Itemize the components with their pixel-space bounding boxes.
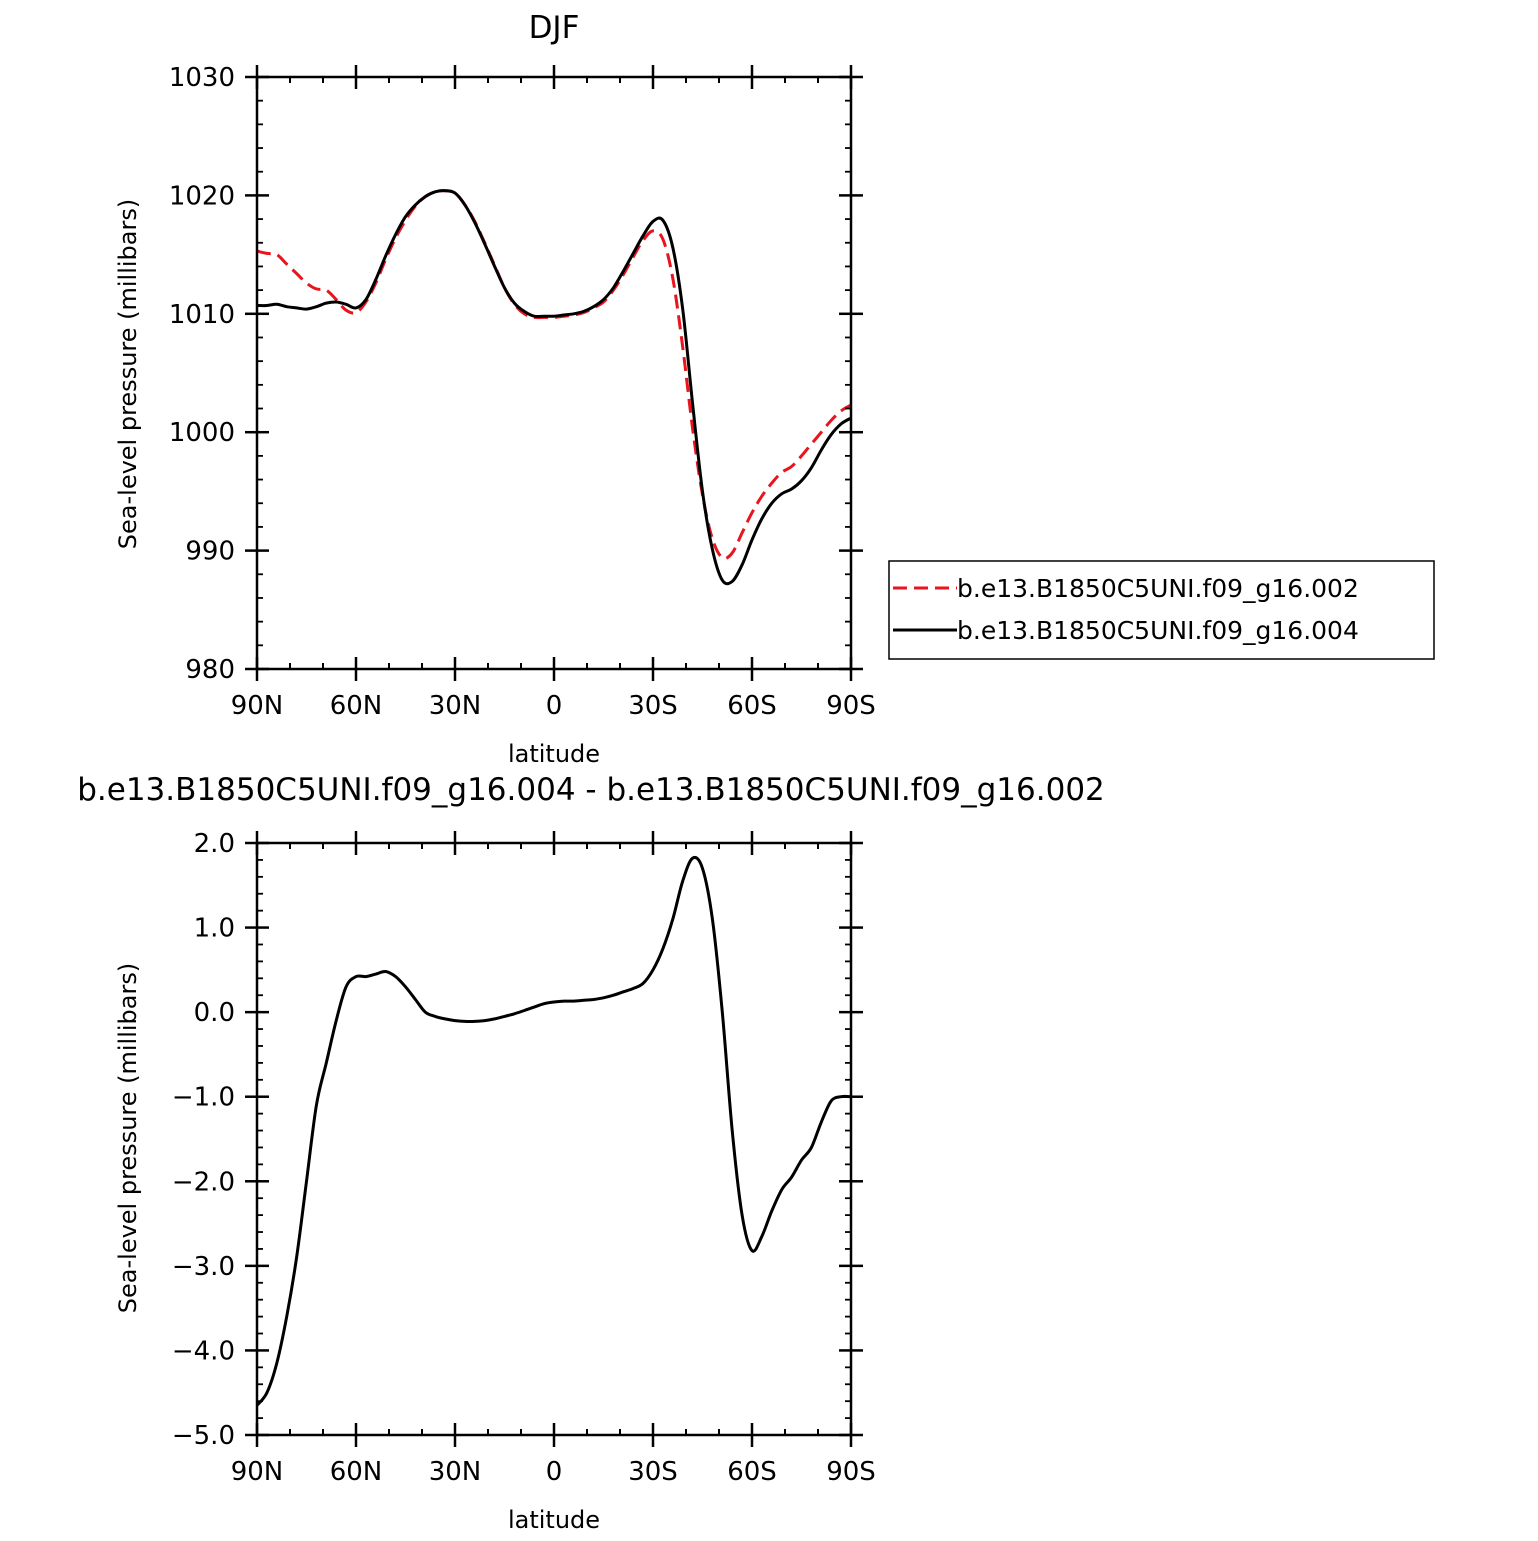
y-tick-label: 2.0	[194, 829, 235, 859]
y-axis-label: Sea-level pressure (millibars)	[114, 199, 142, 549]
y-tick-label: −5.0	[172, 1421, 235, 1451]
x-tick-label: 0	[546, 691, 563, 721]
series-line-0	[256, 189, 852, 561]
x-tick-label: 90N	[231, 1457, 284, 1487]
plot-frame	[255, 75, 853, 671]
y-axis-label: Sea-level pressure (millibars)	[114, 963, 142, 1313]
legend-entry-002: b.e13.B1850C5UNI.f09_g16.002	[957, 574, 1359, 603]
chart-title: DJF	[529, 10, 580, 46]
y-tick-label: 1020	[169, 181, 235, 211]
y-tick-label: −1.0	[172, 1083, 235, 1113]
x-axis-label: latitude	[508, 1506, 600, 1534]
y-tick-label: −2.0	[172, 1167, 235, 1197]
x-tick-label: 30S	[628, 691, 678, 721]
x-axis-label: latitude	[508, 740, 600, 768]
legend-entry-004: b.e13.B1850C5UNI.f09_g16.004	[957, 616, 1359, 645]
series-line-1	[256, 189, 852, 586]
x-tick-label: 90S	[826, 691, 876, 721]
x-tick-label: 60N	[330, 1457, 383, 1487]
plot-frame	[255, 841, 853, 1437]
x-tick-label: 30S	[628, 1457, 678, 1487]
series-line-0	[255, 855, 852, 1407]
x-tick-label: 0	[546, 1457, 563, 1487]
y-tick-label: 1000	[169, 418, 235, 448]
y-tick-label: 1.0	[194, 914, 235, 944]
y-tick-label: 1030	[169, 63, 235, 93]
y-tick-label: 990	[185, 537, 235, 567]
y-tick-label: 1010	[169, 300, 235, 330]
chart-title: b.e13.B1850C5UNI.f09_g16.004 - b.e13.B18…	[77, 772, 1105, 808]
chart-panel-difference: b.e13.B1850C5UNI.f09_g16.004 - b.e13.B18…	[77, 772, 1105, 1534]
y-tick-label: −4.0	[172, 1336, 235, 1366]
x-tick-label: 60S	[727, 1457, 777, 1487]
x-tick-label: 90S	[826, 1457, 876, 1487]
x-tick-label: 60S	[727, 691, 777, 721]
y-tick-label: 0.0	[194, 998, 235, 1028]
chart-panel-djf: DJF 90N 60N 30N 0 30S 60S 90S 980 990 1000 1010 102…	[114, 10, 876, 768]
x-tick-label: 90N	[231, 691, 284, 721]
x-tick-label: 30N	[429, 691, 482, 721]
x-tick-label: 30N	[429, 1457, 482, 1487]
legend: b.e13.B1850C5UNI.f09_g16.002 b.e13.B1850…	[888, 560, 1435, 660]
y-tick-label: −3.0	[172, 1252, 235, 1282]
legend-box	[888, 560, 1435, 660]
x-tick-label: 60N	[330, 691, 383, 721]
y-tick-label: 980	[185, 655, 235, 685]
